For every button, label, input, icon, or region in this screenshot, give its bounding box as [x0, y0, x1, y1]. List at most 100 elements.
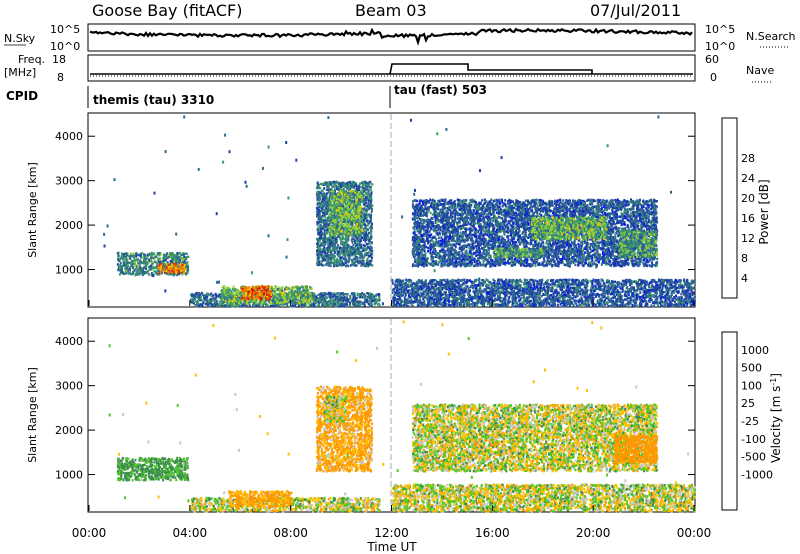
scatter-cell	[134, 261, 136, 264]
scatter-cell	[202, 304, 204, 307]
scatter-cell	[164, 257, 166, 260]
scatter-cell	[158, 258, 160, 261]
scatter-cell	[210, 292, 212, 295]
scatter-cell	[171, 264, 173, 267]
scatter-cell	[349, 295, 351, 298]
scatter-cell	[187, 269, 189, 272]
scatter-cell	[143, 266, 145, 269]
scatter-cell	[373, 296, 375, 299]
scatter-cell	[181, 266, 183, 269]
scatter-cell	[315, 296, 317, 299]
scatter-cell	[178, 259, 180, 262]
scatter-cell	[180, 269, 182, 272]
scatter-cell	[175, 254, 177, 256]
scatter-cell	[305, 305, 307, 308]
scatter-cell	[183, 255, 185, 257]
scatter-cell	[140, 254, 142, 257]
scatter-cell	[121, 269, 123, 272]
scatter-cell	[128, 273, 130, 276]
scatter-cell	[317, 294, 319, 297]
scatter-cell	[117, 252, 119, 255]
freq-tick-top: 18	[52, 53, 66, 66]
nsearch-tick-bottom: 10^0	[705, 40, 735, 53]
scatter-cell	[123, 262, 125, 265]
scatter-cell	[329, 305, 331, 308]
scatter-cell	[158, 252, 160, 255]
scatter-cell	[145, 266, 147, 269]
scatter-cell	[171, 260, 173, 263]
scatter-cell	[150, 257, 152, 260]
scatter-cell	[172, 258, 174, 261]
scatter-cell	[129, 258, 131, 261]
scatter-cell	[315, 299, 317, 302]
scatter-cell	[286, 304, 288, 307]
scatter-cell	[177, 252, 179, 255]
date-title: 07/Jul/2011	[590, 1, 681, 20]
freq-unit: [MHz]	[4, 66, 36, 79]
scatter-cell	[161, 261, 163, 264]
scatter-cell	[217, 295, 219, 298]
radar-summary-plot: Goose Bay (fitACF) Beam 03 07/Jul/2011 N…	[0, 0, 800, 554]
scatter-cell	[330, 292, 332, 295]
scatter-cell	[314, 293, 316, 296]
scatter-cell	[129, 255, 131, 258]
scatter-cell	[117, 259, 119, 262]
scatter-cell	[203, 300, 205, 303]
nave-tick-bottom: 0	[710, 71, 717, 84]
nsearch-label: N.Search	[746, 30, 796, 43]
scatter-cell	[138, 273, 140, 276]
scatter-cell	[184, 260, 186, 263]
scatter-cell	[330, 295, 332, 298]
beam-title: Beam 03	[355, 1, 427, 20]
scatter-cell	[333, 304, 335, 307]
freq-tick-bottom: 8	[57, 71, 64, 84]
scatter-cell	[177, 267, 179, 270]
nave-label: Nave	[746, 64, 774, 77]
scatter-cell	[160, 266, 162, 269]
scatter-cell	[337, 301, 339, 304]
scatter-cell	[131, 262, 133, 265]
scatter-cell	[143, 259, 145, 262]
scatter-cell	[186, 253, 188, 256]
scatter-cell	[175, 267, 177, 270]
scatter-cell	[173, 260, 175, 263]
nsky-tick-bottom: 10^0	[50, 40, 80, 53]
scatter-cell	[121, 255, 123, 258]
station-title: Goose Bay (fitACF)	[92, 1, 242, 20]
scatter-cell	[336, 292, 338, 295]
scatter-cell	[137, 266, 139, 269]
cpid-segment-2: tau (fast) 503	[394, 83, 487, 97]
scatter-cell	[213, 304, 215, 307]
scatter-cell	[166, 253, 168, 256]
scatter-cell	[164, 259, 166, 262]
nsky-panel	[88, 24, 695, 51]
scatter-cell	[130, 253, 132, 256]
nsky-label: N.Sky	[4, 32, 36, 45]
scatter-cell	[187, 266, 189, 269]
scatter-cell	[178, 270, 180, 273]
scatter-cell	[158, 267, 160, 270]
scatter-cell	[168, 254, 170, 257]
scatter-cell	[128, 268, 130, 271]
scatter-cell	[146, 272, 148, 275]
scatter-cell	[214, 300, 216, 303]
scatter-cell	[148, 273, 150, 276]
scatter-cell	[145, 254, 147, 257]
scatter-cell	[126, 270, 128, 273]
scatter-cell	[241, 305, 243, 308]
scatter-cell	[142, 269, 144, 272]
scatter-cell	[187, 261, 189, 264]
scatter-cell	[358, 303, 360, 306]
scatter-cell	[187, 256, 189, 259]
scatter-cell	[346, 296, 348, 299]
scatter-cell	[368, 303, 370, 306]
scatter-cell	[200, 299, 202, 302]
scatter-cell	[122, 272, 124, 275]
scatter-cell	[131, 265, 133, 268]
scatter-cell	[144, 272, 146, 275]
scatter-cell	[126, 262, 128, 265]
nave-step	[390, 64, 592, 74]
scatter-cell	[205, 303, 207, 306]
scatter-cell	[185, 272, 187, 275]
scatter-cell	[149, 253, 151, 256]
